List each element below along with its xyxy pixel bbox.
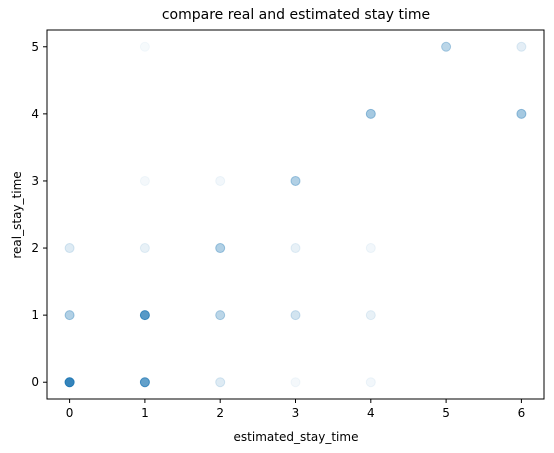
scatter-point — [64, 310, 75, 321]
scatter-point — [139, 41, 150, 52]
y-tick-label: 0 — [31, 375, 39, 389]
scatter-point — [365, 310, 376, 321]
scatter-point — [139, 310, 150, 321]
scatter-point — [365, 243, 376, 254]
x-tick-label: 2 — [216, 406, 224, 420]
scatter-point — [215, 310, 226, 321]
scatter-point — [215, 377, 226, 388]
x-tick-label: 6 — [518, 406, 526, 420]
y-tick-label: 4 — [31, 107, 39, 121]
scatter-point — [215, 243, 226, 254]
scatter-point — [516, 108, 527, 119]
scatter-point — [64, 243, 75, 254]
x-tick-label: 5 — [442, 406, 450, 420]
points-layer — [64, 41, 527, 388]
scatter-point — [139, 243, 150, 254]
scatter-point — [365, 108, 376, 119]
x-axis-ticks: 0 1 2 3 4 5 6 — [66, 399, 525, 420]
scatter-point — [441, 41, 452, 52]
y-tick-label: 1 — [31, 308, 39, 322]
x-tick-label: 1 — [141, 406, 149, 420]
y-axis-ticks: 0 1 2 3 4 5 — [31, 40, 47, 389]
scatter-point — [290, 243, 301, 254]
scatter-point — [290, 310, 301, 321]
x-tick-label: 3 — [292, 406, 300, 420]
x-tick-label: 4 — [367, 406, 375, 420]
scatter-point — [139, 175, 150, 186]
scatter-point — [139, 377, 150, 388]
chart-title: compare real and estimated stay time — [162, 7, 430, 23]
y-tick-label: 3 — [31, 174, 39, 188]
scatter-point — [290, 175, 301, 186]
scatter-point — [215, 175, 226, 186]
scatter-point — [64, 377, 75, 388]
scatter-point — [365, 377, 376, 388]
scatter-point — [290, 377, 301, 388]
x-tick-label: 0 — [66, 406, 74, 420]
x-axis-label: estimated_stay_time — [234, 430, 359, 444]
y-axis-label: real_stay_time — [10, 171, 24, 258]
y-tick-label: 2 — [31, 241, 39, 255]
scatter-point — [516, 41, 527, 52]
y-tick-label: 5 — [31, 40, 39, 54]
